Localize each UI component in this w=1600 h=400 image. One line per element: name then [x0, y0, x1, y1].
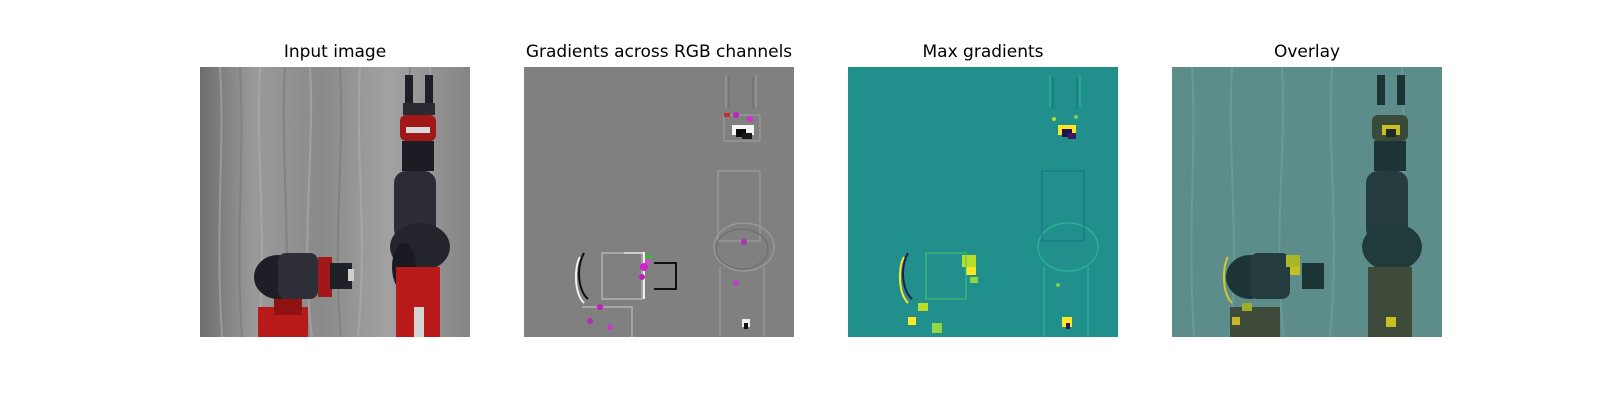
max-gradients-panel: Max gradients: [848, 40, 1118, 340]
input-image-title: Input image: [283, 42, 387, 62]
rgb-gradients-image: [524, 67, 794, 337]
rgb-gradients-panel: Gradients across RGB channels: [524, 40, 794, 340]
overlay-panel: Overlay: [1172, 40, 1442, 340]
overlay-title: Overlay: [1273, 42, 1341, 62]
max-gradients-title: Max gradients: [922, 42, 1044, 62]
input-image-panel: Input image: [200, 40, 470, 340]
overlay-image: [1172, 67, 1442, 337]
max-gradients-image: [848, 67, 1118, 337]
input-image: [200, 67, 470, 337]
rgb-gradients-title: Gradients across RGB channels: [525, 42, 793, 62]
